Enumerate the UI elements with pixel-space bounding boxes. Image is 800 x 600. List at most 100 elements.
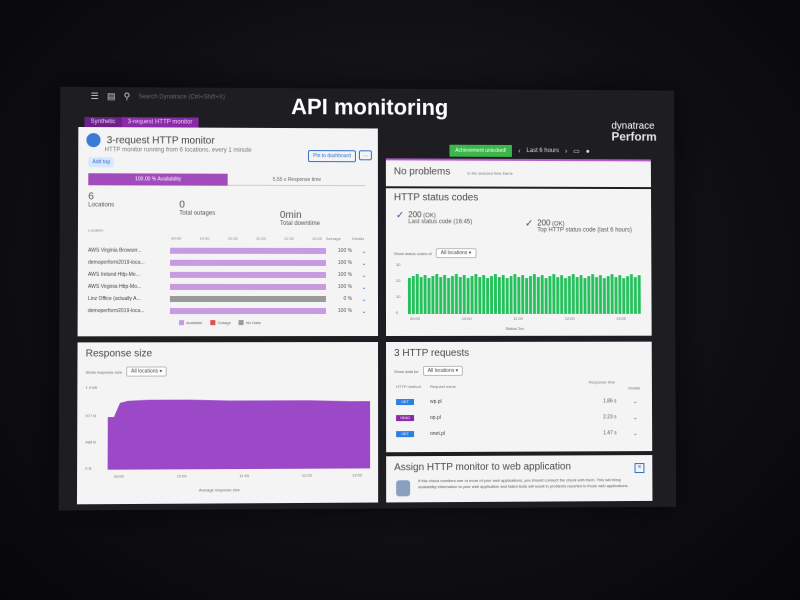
breadcrumb-item-monitor[interactable]: 3-request HTTP monitor [121, 117, 199, 128]
achievement-badge[interactable]: Achievement unlocked! [449, 144, 513, 157]
status-bar [556, 277, 560, 314]
location-name: AWS Virginia Browser... [88, 247, 142, 254]
status-code-filter: Show status codes of All locations ▾ [393, 248, 477, 259]
request-row[interactable]: GET wp.pl 1.86 s ⌄ [396, 395, 644, 408]
status-codes-panel: HTTP status codes ✓ 200 (OK) Last status… [385, 188, 652, 336]
status-bar [633, 277, 637, 314]
x-tick: 09:00 [113, 473, 124, 479]
status-bar [486, 278, 490, 314]
location-average: 100 % [337, 283, 353, 290]
request-name: onet.pl [430, 430, 446, 438]
status-bar [583, 278, 587, 314]
legend-label: Available [186, 320, 203, 326]
status-code-label: Last status code (16:45) [408, 219, 473, 226]
status-bar [540, 275, 544, 314]
pin-to-dashboard-button[interactable]: Pin to dashboard [308, 150, 356, 163]
stat-label: Total outages [179, 210, 216, 217]
status-bar [517, 277, 521, 314]
availability-bar [170, 259, 327, 266]
chevron-down-icon[interactable]: ⌄ [361, 284, 367, 291]
chevron-down-icon[interactable]: ⌄ [361, 248, 367, 255]
stat-downtime: 0min Total downtime [280, 210, 320, 227]
http-requests-panel: 3 HTTP requests Show data for All locati… [386, 341, 653, 453]
status-bar [443, 275, 447, 314]
assign-body: If this check monitors one or more of yo… [418, 477, 629, 490]
filter-label: Show status codes of [393, 250, 432, 256]
availability-bar [170, 283, 327, 290]
breadcrumb: Synthetic 3-request HTTP monitor [84, 117, 199, 128]
breadcrumb-item-synthetic[interactable]: Synthetic [84, 117, 122, 128]
monitor-icon[interactable]: ▭ [573, 148, 580, 156]
status-bar [622, 278, 626, 314]
status-bar [610, 274, 614, 314]
chevron-down-icon[interactable]: ⌄ [632, 430, 638, 437]
status-code-label: Top HTTP status code (last 6 hours) [537, 227, 632, 234]
location-row[interactable]: AWS Virginia Browser... 100 % ⌄ [88, 246, 370, 256]
locations-dropdown[interactable]: All locations ▾ [435, 248, 477, 259]
requests-title: 3 HTTP requests [394, 347, 470, 360]
x-tick: 12:00 [301, 472, 312, 478]
user-icon[interactable]: ● [585, 147, 590, 155]
location-row[interactable]: demoperform2019-loca... 100 % ⌄ [88, 306, 370, 316]
request-row[interactable]: HEAD op.pl 2.23 s ⌄ [396, 411, 644, 424]
chevron-down-icon[interactable]: ⌄ [632, 414, 638, 421]
status-bar [564, 278, 568, 314]
request-name-header: Request name [429, 383, 456, 389]
more-options-button[interactable]: ... [358, 150, 372, 161]
location-name: demoperform2019-loca... [87, 259, 145, 266]
time-tick: 10:30 [227, 235, 238, 241]
monitor-header: 3-request HTTP monitor [86, 133, 215, 148]
response-size-area [107, 399, 371, 470]
add-tag-button[interactable]: Add tag [88, 157, 114, 168]
timeframe-selector[interactable]: Last 6 hours [526, 148, 560, 155]
chevron-right-icon[interactable]: › [565, 147, 568, 155]
chevron-left-icon[interactable]: ‹ [518, 147, 521, 155]
status-bar [408, 278, 412, 314]
location-average: 100 % [337, 271, 353, 278]
status-bar [458, 277, 462, 314]
status-bar [595, 277, 599, 314]
location-row[interactable]: demoperform2019-loca... 100 % ⌄ [88, 258, 370, 268]
x-tick: 12:00 [564, 315, 575, 321]
details-column-header: Details [351, 236, 365, 242]
request-row[interactable]: GET onet.pl 1.47 s ⌄ [396, 427, 644, 440]
location-row[interactable]: AWS Ireland Http-Mo... 100 % ⌄ [88, 270, 370, 280]
tab-availability[interactable]: 100.00 % Availability [88, 173, 228, 186]
monitor-subtitle: HTTP monitor running from 6 locations, e… [104, 147, 252, 154]
stat-label: Total downtime [279, 220, 320, 227]
status-bar [428, 278, 432, 314]
y-tick: 977 B [85, 413, 97, 419]
stat-outages: 0 Total outages [179, 200, 215, 217]
chevron-down-icon[interactable]: ⌄ [361, 296, 367, 303]
locations-dropdown[interactable]: All locations ▾ [422, 365, 464, 376]
chevron-down-icon[interactable]: ⌄ [361, 308, 367, 315]
timeline-axis: 09:40 10:00 10:30 11:00 11:30 12:00 [171, 236, 322, 241]
status-code-value: 200 [537, 218, 551, 228]
status-bar [525, 278, 529, 314]
chevron-down-icon[interactable]: ⌄ [361, 260, 367, 267]
status-bar [602, 278, 606, 314]
x-tick: 10:00 [176, 473, 187, 479]
location-row[interactable]: AWS Virginia Http-Mo... 100 % ⌄ [88, 282, 370, 292]
legend-label: No Data [245, 320, 261, 326]
problems-subtitle: in the selected time frame [467, 170, 513, 176]
chevron-down-icon[interactable]: ⌄ [632, 398, 638, 405]
response-time: 1.86 s [603, 398, 617, 405]
problems-title: No problems [393, 166, 451, 178]
tab-response-time[interactable]: 5.55 s Response time [227, 173, 366, 187]
location-name: demoperform2019-loca... [87, 308, 145, 315]
status-code-value: 200 [408, 210, 422, 220]
chevron-down-icon[interactable]: ⌄ [361, 272, 367, 279]
status-bar [532, 274, 536, 314]
location-row[interactable]: Linz Office (actually A... 0 % ⌄ [88, 294, 370, 304]
status-bar [521, 275, 525, 314]
assign-panel: Assign HTTP monitor to web application ×… [386, 455, 653, 503]
status-bar [587, 276, 591, 314]
status-bar [579, 275, 583, 314]
requests-filter: Show data for All locations ▾ [394, 365, 464, 376]
time-tick: 09:40 [171, 235, 182, 241]
close-icon[interactable]: × [634, 463, 645, 474]
locations-dropdown[interactable]: All locations ▾ [125, 366, 168, 377]
response-time: 1.47 s [603, 430, 617, 437]
